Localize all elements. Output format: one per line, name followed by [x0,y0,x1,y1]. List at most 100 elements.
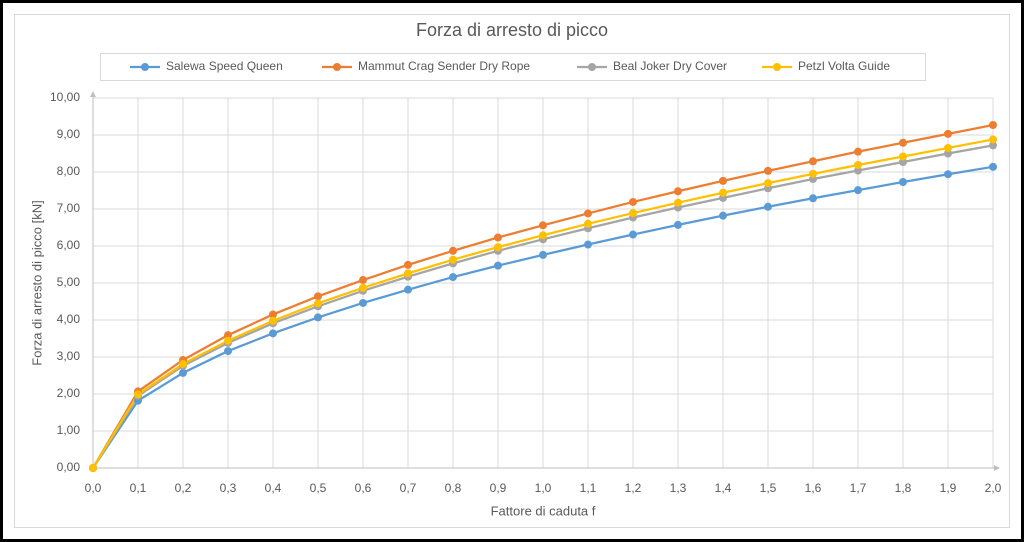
x-tick-label: 1,0 [535,481,552,495]
data-point [359,283,367,292]
x-tick-label: 2,0 [985,481,1002,495]
x-tick-label: 1,8 [895,481,912,495]
data-point [359,276,367,285]
y-tick-label: 10,00 [50,90,80,104]
legend-marker [588,63,596,71]
data-point [944,149,952,158]
x-tick-label: 0,1 [130,481,147,495]
data-point [674,187,682,196]
y-tick-label: 3,00 [57,349,81,363]
legend-marker [333,63,341,71]
data-point [899,138,907,147]
y-tick-label: 5,00 [57,275,81,289]
data-point [854,166,862,175]
data-point [584,209,592,218]
data-point [224,331,232,340]
x-tick-label: 1,1 [580,481,597,495]
data-point [224,347,232,356]
data-point [899,177,907,186]
y-tick-label: 8,00 [57,164,81,178]
x-tick-label: 0,7 [400,481,417,495]
data-point [719,188,727,197]
data-point [179,360,187,369]
data-point [809,157,817,166]
data-point [404,269,412,278]
data-point [449,255,457,264]
data-point [494,261,502,270]
data-point [674,198,682,207]
x-tick-label: 1,4 [715,481,732,495]
data-point [359,298,367,307]
legend-marker [141,63,149,71]
data-point [809,169,817,178]
x-tick-label: 0,8 [445,481,462,495]
data-point [674,220,682,229]
x-tick-label: 0,4 [265,481,282,495]
data-point [944,143,952,152]
data-point [494,233,502,242]
data-point [89,464,97,472]
data-point [584,219,592,228]
data-point [269,310,277,319]
y-tick-label: 4,00 [57,312,81,326]
data-point [989,121,997,130]
x-tick-label: 0,5 [310,481,327,495]
data-point [539,221,547,230]
y-tick-label: 7,00 [57,201,81,215]
data-point [269,329,277,338]
data-point [764,202,772,211]
x-axis-title: Fattore di caduta f [491,503,596,518]
data-point [854,147,862,156]
data-point [989,162,997,171]
chart-title: Forza di arresto di picco [416,20,608,40]
x-tick-label: 1,5 [760,481,777,495]
chart-frame [14,14,1010,528]
data-point [584,240,592,249]
data-point [314,299,322,308]
x-tick-label: 1,6 [805,481,822,495]
data-point [854,186,862,195]
data-point [629,230,637,239]
x-tick-label: 0,2 [175,481,192,495]
data-point [944,129,952,138]
data-point [539,250,547,259]
data-point [854,160,862,169]
data-point [269,316,277,325]
data-point [989,135,997,144]
data-point [494,243,502,252]
data-point [944,170,952,179]
data-point [989,141,997,150]
data-point [539,231,547,240]
data-point [404,260,412,269]
y-tick-label: 1,00 [57,423,81,437]
data-point [179,368,187,377]
data-point [629,209,637,218]
data-point [764,166,772,175]
y-tick-label: 9,00 [57,127,81,141]
y-tick-label: 2,00 [57,386,81,400]
y-axis-title: Forza di arresto di picco [kN] [29,200,44,365]
x-tick-label: 0,0 [85,481,102,495]
legend-label: Mammut Crag Sender Dry Rope [358,59,530,73]
x-tick-label: 0,6 [355,481,372,495]
data-point [314,313,322,322]
x-tick-label: 1,2 [625,481,642,495]
x-tick-label: 0,9 [490,481,507,495]
data-point [764,179,772,188]
legend-label: Beal Joker Dry Cover [613,59,727,73]
x-tick-label: 1,7 [850,481,867,495]
data-point [224,336,232,345]
data-point [449,246,457,255]
data-point [809,194,817,203]
data-point [899,158,907,167]
data-point [134,390,142,399]
legend-label: Petzl Volta Guide [798,59,890,73]
data-point [449,273,457,282]
legend-marker [773,63,781,71]
data-point [629,197,637,206]
y-tick-label: 6,00 [57,238,81,252]
y-tick-label: 0,00 [57,460,81,474]
data-point [404,285,412,294]
